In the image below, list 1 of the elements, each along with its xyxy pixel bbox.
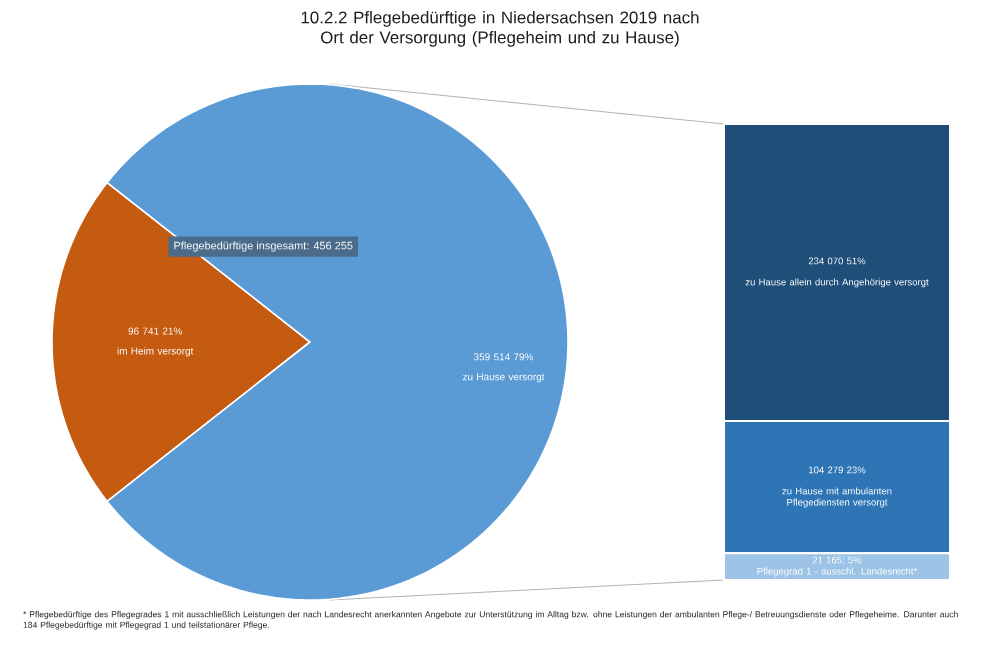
- chart-title: 10.2.2 Pflegebedürftige in Niedersachsen 2019 nach Ort der Versorgung (Pflegeheim und zu Hause): [301, 11, 699, 47]
